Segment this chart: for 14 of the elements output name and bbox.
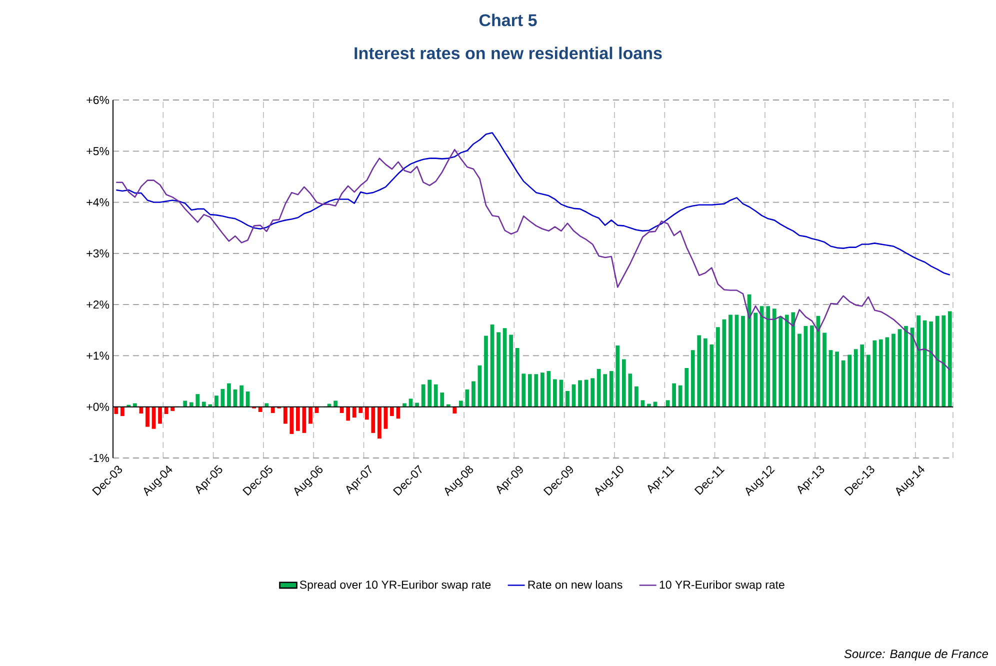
y-tick-label: +3% — [86, 249, 110, 258]
y-tick-label: +2% — [86, 300, 110, 309]
y-tick-label: -1% — [90, 454, 110, 462]
legend-label: 10 YR-Euribor swap rate — [660, 580, 784, 592]
chart-title: Chart 5 — [479, 14, 537, 26]
chart-subtitle: Interest rates on new residential loans — [354, 46, 662, 60]
legend-label: Rate on new loans — [528, 580, 622, 589]
y-tick-label: +6% — [86, 96, 110, 104]
y-tick-label: +4% — [86, 198, 110, 206]
legend-label: Spread over 10 YR-Euribor swap rate — [300, 580, 491, 592]
y-tick-label: +1% — [86, 352, 110, 360]
y-tick-label: +5% — [86, 147, 110, 156]
source-note: Source: Banque de France — [844, 649, 988, 660]
y-tick-label: +0% — [86, 402, 110, 411]
